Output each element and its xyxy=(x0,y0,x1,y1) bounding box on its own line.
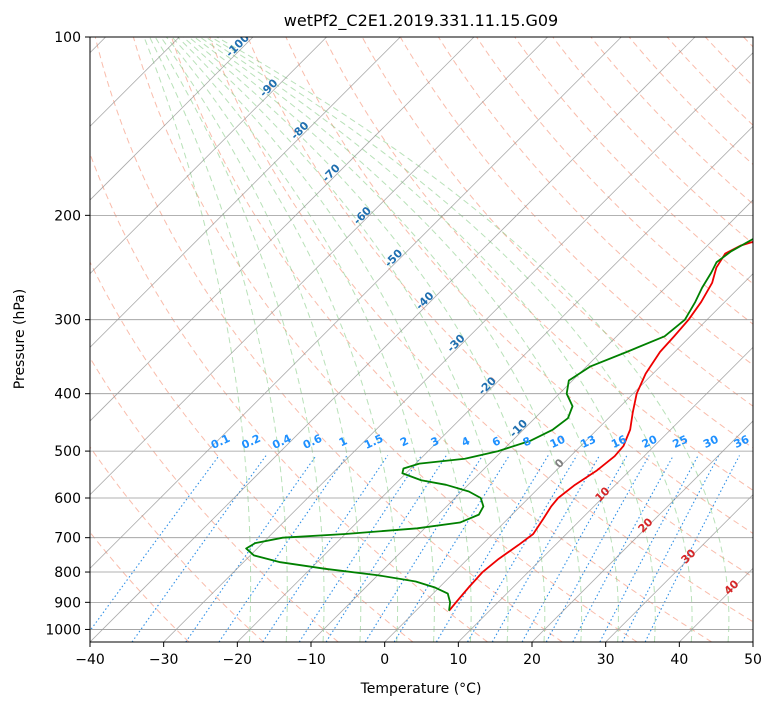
y-tick-label: 300 xyxy=(54,313,81,329)
dry-adiabat-line xyxy=(514,37,753,285)
mixing-ratio-line xyxy=(364,455,484,642)
mixing-ratio-line xyxy=(621,455,720,642)
y-tick-label: 700 xyxy=(54,531,81,547)
x-tick-label: 40 xyxy=(670,652,688,668)
mixing-ratio-line xyxy=(90,455,220,632)
series-line xyxy=(245,237,753,611)
dry-adiabat-line xyxy=(476,37,753,325)
isotherm-line xyxy=(237,125,753,642)
mixing-ratio-line xyxy=(325,455,447,642)
dry-adiabat-line xyxy=(90,446,264,642)
mixing-ratio-line xyxy=(298,455,422,642)
moist-adiabat-line xyxy=(182,37,509,642)
moist-adiabat-line xyxy=(210,37,693,642)
y-axis-title: Pressure (hPa) xyxy=(12,289,28,389)
mixing-ratio-line xyxy=(572,455,674,642)
mixing-ratio-line xyxy=(599,455,699,642)
moist-adiabat-line xyxy=(216,37,730,642)
moist-adiabat-line xyxy=(194,37,583,642)
x-tick-label: 50 xyxy=(744,652,762,668)
mixing-ratio-line xyxy=(545,455,650,642)
moist-adiabat-line xyxy=(160,37,362,642)
x-tick-label: −40 xyxy=(75,652,105,668)
isotherm-line xyxy=(90,37,548,496)
mixing-ratio-label: 13 xyxy=(579,433,598,451)
dry-adiabat-line xyxy=(132,37,638,642)
y-tick-label: 500 xyxy=(54,444,81,460)
moist-adiabat-line xyxy=(199,37,619,642)
grid-layer xyxy=(90,37,753,642)
dry-adiabat-line xyxy=(628,37,753,166)
mixing-ratio-label: 36 xyxy=(732,433,752,451)
x-tick-label: −10 xyxy=(296,652,326,668)
y-tick-label: 600 xyxy=(54,491,81,507)
moist-adiabat-line xyxy=(143,37,252,642)
x-tick-label: 0 xyxy=(380,652,389,668)
moist-adiabat-line xyxy=(205,37,656,642)
dry-adiabat-line xyxy=(209,37,753,623)
y-tick-label: 100 xyxy=(54,30,81,46)
x-tick-label: 10 xyxy=(449,652,467,668)
y-tick-label: 900 xyxy=(54,595,81,611)
dry-adiabat-line xyxy=(399,37,753,407)
isotherm-line xyxy=(90,37,254,201)
y-tick-label: 200 xyxy=(54,208,81,224)
mixing-ratio-label: 30 xyxy=(701,433,721,451)
isotherm-line xyxy=(90,37,327,275)
moist-adiabat-line xyxy=(177,37,472,642)
y-tick-label: 400 xyxy=(54,387,81,403)
chart-title: wetPf2_C2E1.2019.331.11.15.G09 xyxy=(284,11,558,31)
moist-adiabat-line xyxy=(171,37,435,642)
moist-adiabat-line xyxy=(154,37,325,642)
mixing-ratio-label: 10 xyxy=(548,433,568,451)
isotherm-line xyxy=(458,346,753,642)
moist-adiabat-line xyxy=(165,37,399,642)
isotherm-line xyxy=(605,494,753,642)
mixing-ratio-line xyxy=(262,455,389,642)
y-tick-label: 1000 xyxy=(45,622,81,638)
dry-adiabat-line xyxy=(90,260,414,642)
series-layer xyxy=(245,237,753,612)
plot-frame xyxy=(89,36,754,643)
mixing-ratio-line xyxy=(393,455,510,642)
y-tick-label: 800 xyxy=(54,565,81,581)
mixing-ratio-label: 25 xyxy=(671,433,690,451)
dry-adiabat-line xyxy=(247,37,753,578)
background-lines-layer xyxy=(90,37,753,642)
mixing-ratio-line xyxy=(435,455,549,642)
isotherm-line xyxy=(310,199,753,642)
isotherm-line xyxy=(384,273,753,642)
isotherm-line xyxy=(531,420,753,642)
moist-adiabat-line xyxy=(149,37,288,642)
x-tick-label: 30 xyxy=(597,652,615,668)
isotherm-line xyxy=(90,37,401,348)
x-tick-label: −30 xyxy=(149,652,179,668)
mixing-ratio-line xyxy=(218,455,348,642)
isotherm-line xyxy=(90,37,696,642)
mixing-ratio-line xyxy=(644,455,740,642)
x-axis-title: Temperature (°C) xyxy=(360,681,482,697)
isotherm-line xyxy=(90,37,622,569)
isotherm-line xyxy=(90,37,475,422)
dry-adiabat-line xyxy=(323,37,753,491)
x-tick-label: 20 xyxy=(523,652,541,668)
series-line xyxy=(448,240,753,612)
ticks-layer: −40 −30 −20 −10 0 10 20 30 40 50 100 200 300 400 500 60… xyxy=(45,30,762,668)
x-tick-label: −20 xyxy=(223,652,253,668)
mixing-ratio-label: 16 xyxy=(609,433,629,451)
moist-adiabat-line xyxy=(188,37,546,642)
mixing-ratio-label: 20 xyxy=(640,433,660,451)
